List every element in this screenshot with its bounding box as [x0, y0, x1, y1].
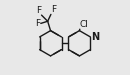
Text: F: F [51, 5, 56, 14]
Text: N: N [91, 32, 99, 42]
Text: F: F [35, 19, 40, 28]
Text: Cl: Cl [80, 20, 89, 29]
Text: F: F [36, 6, 41, 15]
